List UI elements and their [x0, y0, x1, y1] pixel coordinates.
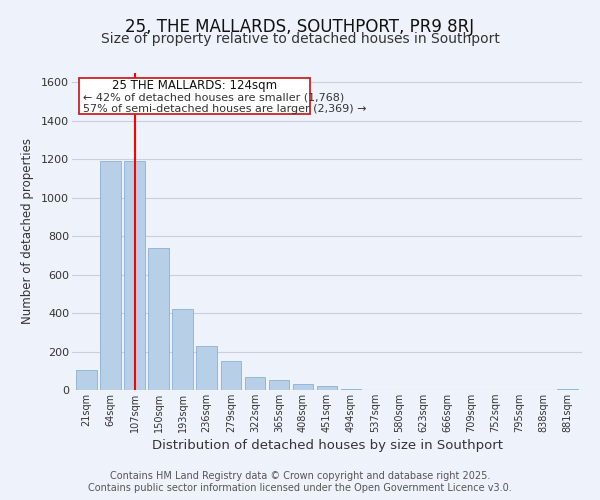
Bar	[221, 361, 241, 390]
Bar	[76, 370, 97, 390]
Bar	[269, 380, 289, 390]
Text: 57% of semi-detached houses are larger (2,369) →: 57% of semi-detached houses are larger (…	[83, 104, 367, 114]
Text: Size of property relative to detached houses in Southport: Size of property relative to detached ho…	[101, 32, 499, 46]
Text: ← 42% of detached houses are smaller (1,768): ← 42% of detached houses are smaller (1,…	[83, 92, 344, 102]
Bar	[124, 161, 145, 390]
Text: 25 THE MALLARDS: 124sqm: 25 THE MALLARDS: 124sqm	[112, 79, 277, 92]
Text: 25, THE MALLARDS, SOUTHPORT, PR9 8RJ: 25, THE MALLARDS, SOUTHPORT, PR9 8RJ	[125, 18, 475, 36]
Bar	[293, 384, 313, 390]
FancyBboxPatch shape	[79, 78, 310, 114]
Text: Contains public sector information licensed under the Open Government Licence v3: Contains public sector information licen…	[88, 483, 512, 493]
Bar	[245, 377, 265, 390]
Bar	[148, 248, 169, 390]
Text: Contains HM Land Registry data © Crown copyright and database right 2025.: Contains HM Land Registry data © Crown c…	[110, 471, 490, 481]
Bar	[196, 346, 217, 390]
X-axis label: Distribution of detached houses by size in Southport: Distribution of detached houses by size …	[151, 439, 503, 452]
Bar	[341, 389, 361, 390]
Y-axis label: Number of detached properties: Number of detached properties	[21, 138, 34, 324]
Bar	[172, 309, 193, 390]
Bar	[100, 161, 121, 390]
Bar	[317, 386, 337, 390]
